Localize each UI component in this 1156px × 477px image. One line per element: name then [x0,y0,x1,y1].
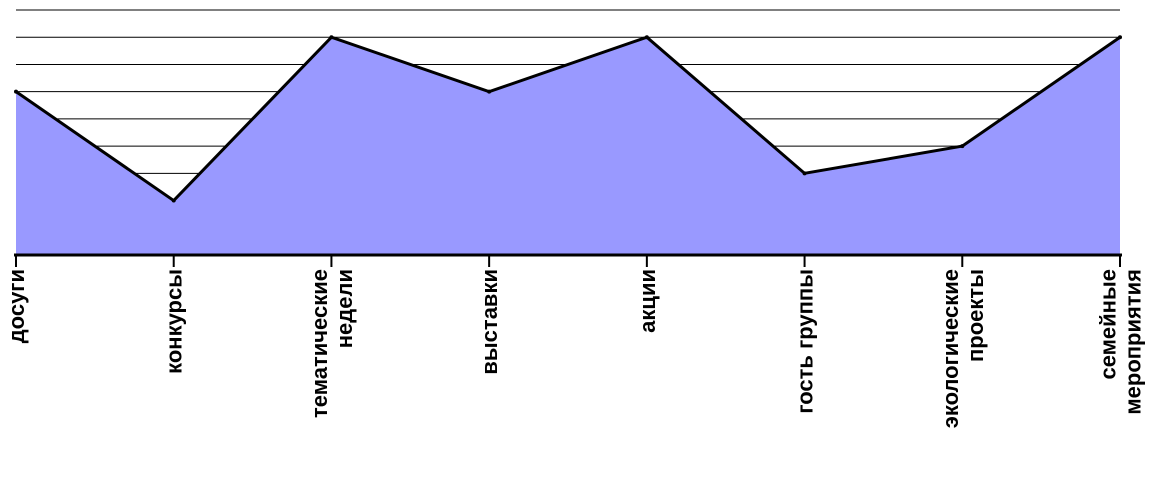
x-tick-label: тематическиенедели [307,269,357,418]
data-point [802,171,807,176]
x-tick-label-line: экологические [938,269,963,428]
data-point [644,35,649,40]
x-tick-label: выставки [477,269,502,375]
x-tick-label-line: выставки [477,269,502,375]
x-tick-label: экологическиепроекты [938,269,988,428]
x-tick-label: гость группы [793,269,818,414]
data-area [14,35,1122,255]
x-tick-label: семейныемероприятия [1096,269,1146,415]
x-axis [14,253,1122,267]
category-labels: досуги конкурсы тематическиенедели выставки… [4,269,1146,428]
data-point [960,144,965,149]
data-point [171,198,176,203]
data-point [487,89,492,94]
x-tick-label-line: досуги [4,269,29,343]
x-tick-label-line: мероприятия [1121,269,1146,415]
x-tick-label-line: конкурсы [162,269,187,374]
x-tick-label-line: тематические [307,269,332,418]
area-fill [16,37,1120,255]
x-tick-label-line: акции [635,269,660,333]
x-tick-label: досуги [4,269,29,343]
x-tick-label: конкурсы [162,269,187,374]
x-tick-label-line: недели [332,269,357,348]
data-point [329,35,334,40]
x-tick-label-line: проекты [963,269,988,362]
area-outline [15,35,1121,203]
data-point [1118,35,1122,40]
x-tick-label: акции [635,269,660,333]
x-tick-label-line: семейные [1096,269,1121,380]
x-tick-label-line: гость группы [793,269,818,414]
data-point [14,89,18,94]
